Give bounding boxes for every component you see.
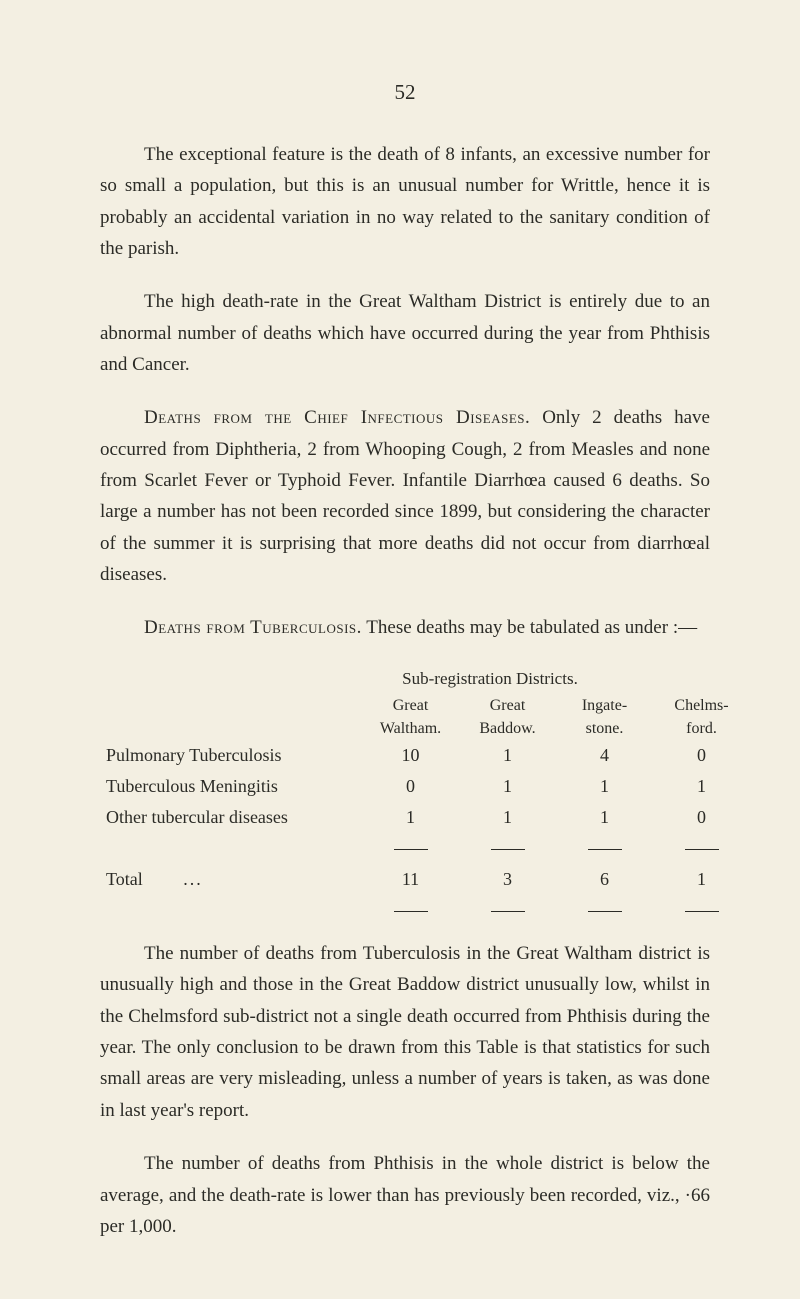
document-page: 52 The exceptional feature is the death … [0,0,800,1299]
cell: 1 [459,740,556,771]
table-row: Tuberculous Meningitis 0 1 1 1 [100,771,750,802]
rule [588,911,622,912]
rule [394,911,428,912]
total-label-cell: Total ... [100,864,362,895]
total-label: Total [106,869,143,889]
cell: 0 [653,740,750,771]
rule [491,911,525,912]
deaths-table: Sub-registration Districts. Great Great … [100,666,710,926]
para3-lead: Deaths from the Chief Infectious Disease… [144,407,530,428]
cell: 1 [556,802,653,833]
rule [685,911,719,912]
total-cell: 1 [653,864,750,895]
paragraph-2: The high death-rate in the Great Waltham… [100,286,710,380]
total-cell: 3 [459,864,556,895]
col1-head-b: Waltham. [362,718,459,740]
table-col-head-1: Great Great Ingate- Chelms- [100,695,750,717]
cell: 10 [362,740,459,771]
cell: 0 [653,802,750,833]
row-label: Pulmonary Tuberculosis [100,740,362,771]
cell: 1 [459,802,556,833]
para3-rest: Only 2 deaths have occurred from Diphthe… [100,407,710,585]
paragraph-5: The number of deaths from Tuberculosis i… [100,938,710,1126]
total-cell: 11 [362,864,459,895]
total-cell: 6 [556,864,653,895]
page-number: 52 [100,80,710,105]
paragraph-3: Deaths from the Chief Infectious Disease… [100,402,710,590]
rule [588,849,622,850]
table-col-head-2: Waltham. Baddow. stone. ford. [100,718,750,740]
table: Great Great Ingate- Chelms- Waltham. Bad… [100,695,750,926]
table-row: Other tubercular diseases 1 1 1 0 [100,802,750,833]
paragraph-1: The exceptional feature is the death of … [100,139,710,264]
rule [394,849,428,850]
col2-head-a: Great [459,695,556,717]
rule [491,849,525,850]
total-dots: ... [183,869,203,889]
table-superheader: Sub-registration Districts. [270,666,710,692]
col2-head-b: Baddow. [459,718,556,740]
rule-row-bottom [100,895,750,926]
col4-head-a: Chelms- [653,695,750,717]
para4-rest: These deaths may be tabulated as under :… [362,617,697,638]
cell: 1 [459,771,556,802]
paragraph-6: The number of deaths from Phthisis in th… [100,1148,710,1242]
total-row: Total ... 11 3 6 1 [100,864,750,895]
col3-head-b: stone. [556,718,653,740]
table-row: Pulmonary Tuberculosis 10 1 4 0 [100,740,750,771]
cell: 0 [362,771,459,802]
cell: 4 [556,740,653,771]
cell: 1 [362,802,459,833]
paragraph-4: Deaths from Tuberculosis. These deaths m… [100,612,710,643]
cell: 1 [556,771,653,802]
row-label: Other tubercular diseases [100,802,362,833]
col1-head-a: Great [362,695,459,717]
col3-head-a: Ingate- [556,695,653,717]
row-label: Tuberculous Meningitis [100,771,362,802]
para4-lead: Deaths from Tuberculosis. [144,617,362,638]
rule-row-top [100,833,750,864]
rule [685,849,719,850]
col4-head-b: ford. [653,718,750,740]
cell: 1 [653,771,750,802]
